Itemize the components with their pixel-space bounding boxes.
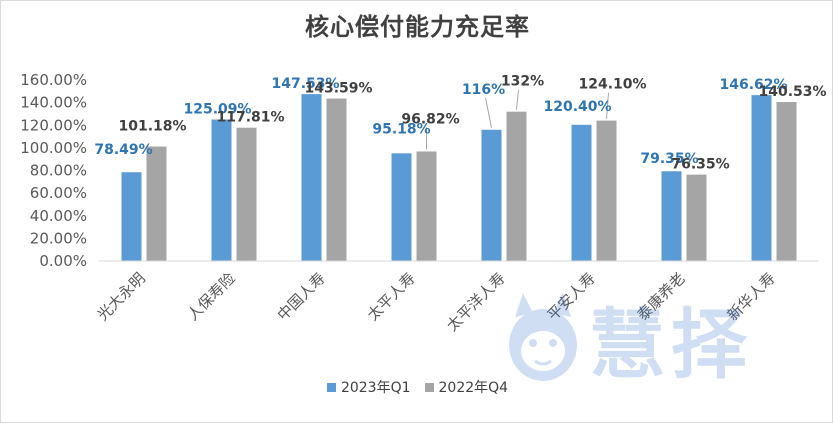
bar-q4: [776, 102, 797, 261]
legend-item-q4: 2022年Q4: [424, 377, 509, 397]
legend-label-q4: 2022年Q4: [438, 380, 509, 396]
bars-group: [121, 94, 797, 261]
legend: 2023年Q1 2022年Q4: [1, 377, 833, 397]
bar-q4: [236, 127, 257, 261]
watermark-text: 慧择: [589, 300, 753, 389]
data-label-q1: 120.40%: [543, 99, 611, 115]
watermark: 慧择: [501, 277, 831, 407]
chart-title: 核心偿付能力充足率: [305, 13, 530, 41]
y-tick-label: 60.00%: [30, 184, 87, 202]
data-label-q1: 125.09%: [183, 101, 251, 117]
data-label-q1: 147.53%: [271, 76, 339, 92]
data-label-q4: 143.59%: [304, 81, 372, 97]
bar-q4: [326, 98, 347, 261]
y-tick-label: 160.00%: [20, 71, 87, 89]
label-connector: [516, 89, 519, 110]
y-tick-label: 100.00%: [20, 139, 87, 157]
label-connector: [485, 97, 492, 128]
data-label-q4: 96.82%: [401, 111, 459, 127]
bar-q1: [301, 94, 322, 261]
x-tick-label: 光大永明: [94, 269, 149, 324]
y-tick-label: 40.00%: [30, 207, 87, 225]
bar-q4: [686, 174, 707, 261]
x-tick-label: 太平人寿: [364, 269, 419, 324]
bar-q4: [146, 146, 167, 261]
y-tick-label: 0.00%: [39, 252, 87, 270]
bar-q1: [481, 129, 502, 261]
y-axis: 0.00% 20.00% 40.00% 60.00% 80.00% 100.00% 120.…: [20, 71, 87, 270]
data-label-q1: 78.49%: [94, 142, 152, 158]
data-label-q4: 117.81%: [216, 110, 284, 126]
bar-q4: [596, 120, 617, 261]
legend-item-q1: 2023年Q1: [326, 377, 411, 397]
y-tick-label: 120.00%: [20, 116, 87, 134]
y-tick-label: 140.00%: [20, 94, 87, 112]
data-label-q1: 79.35%: [640, 151, 698, 167]
data-label-q4: 76.35%: [671, 157, 729, 173]
bar-q4: [506, 111, 527, 261]
data-label-q4: 101.18%: [118, 119, 186, 135]
bar-q1: [391, 153, 412, 261]
x-tick-label: 中国人寿: [274, 269, 329, 324]
x-tick-label: 人保寿险: [184, 269, 239, 324]
legend-swatch-q1: [326, 382, 336, 392]
label-connectors: [426, 89, 609, 150]
y-tick-label: 80.00%: [30, 162, 87, 180]
data-label-q1: 95.18%: [372, 121, 430, 137]
bar-q1: [751, 95, 772, 261]
mascot-icon: [509, 293, 577, 381]
bar-q1: [571, 124, 592, 261]
bar-q1: [661, 171, 682, 261]
bar-q1: [211, 119, 232, 261]
y-tick-label: 20.00%: [30, 229, 87, 247]
data-labels: 78.49% 101.18% 125.09%117.81% 147.53%143.59…: [94, 74, 826, 173]
bar-q4: [416, 151, 437, 261]
data-label-q4: 124.10%: [578, 77, 646, 93]
bar-q1: [121, 172, 142, 261]
legend-label-q1: 2023年Q1: [340, 380, 411, 396]
data-label-q1: 146.62%: [719, 77, 787, 93]
label-connector: [606, 92, 609, 119]
legend-swatch-q4: [424, 382, 434, 392]
data-label-q4: 132%: [501, 74, 544, 90]
data-label-q4: 140.53%: [758, 84, 826, 100]
data-label-q1: 116%: [462, 82, 505, 98]
x-tick-label: 太平洋人寿: [443, 269, 509, 335]
